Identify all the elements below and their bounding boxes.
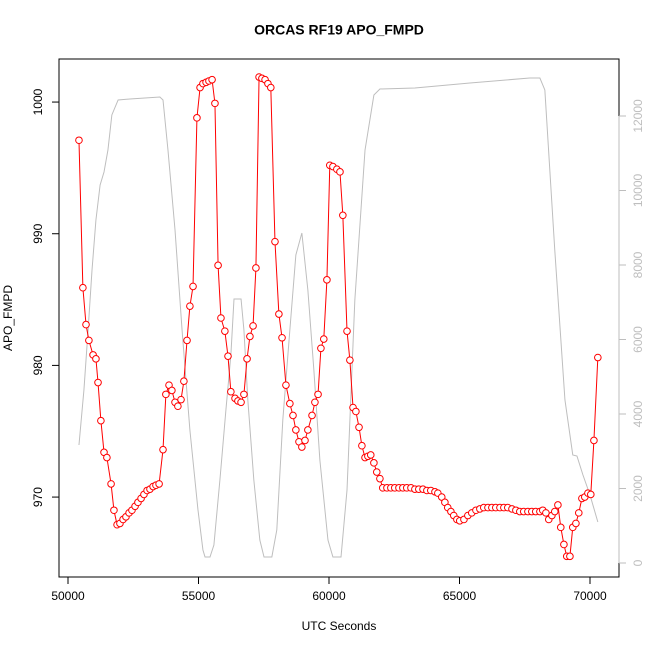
- data-point: [311, 398, 319, 407]
- data-point: [97, 416, 105, 425]
- x-axis-label: UTC Seconds: [302, 619, 377, 633]
- data-point: [314, 390, 322, 399]
- data-point: [189, 282, 197, 291]
- data-point: [208, 75, 216, 84]
- data-point: [79, 283, 87, 292]
- data-point: [352, 407, 360, 416]
- data-point: [282, 381, 290, 389]
- y2-tick-label: 0: [631, 559, 645, 566]
- y2-tick-label: 8000: [631, 251, 645, 278]
- data-point: [370, 459, 378, 467]
- x-tick-label: 55000: [182, 589, 216, 603]
- data-point: [319, 335, 328, 343]
- data-point: [278, 333, 286, 342]
- data-point: [193, 114, 201, 122]
- data-point: [168, 386, 176, 395]
- data-point: [186, 302, 194, 310]
- data-point: [556, 523, 565, 532]
- data-point: [243, 355, 251, 363]
- data-point: [346, 356, 354, 364]
- data-point: [252, 264, 260, 272]
- y2-tick-label: 4000: [631, 400, 645, 427]
- data-point: [298, 443, 306, 451]
- data-point: [214, 261, 222, 270]
- data-point: [550, 507, 559, 516]
- data-point: [366, 451, 375, 459]
- data-point: [572, 519, 580, 528]
- data-point: [174, 402, 182, 411]
- data-point: [358, 441, 366, 450]
- data-point: [177, 395, 185, 404]
- y-axis-label: APO_FMPD: [1, 285, 15, 351]
- data-point: [110, 506, 118, 515]
- y2-tick-label: 12000: [631, 99, 645, 133]
- data-point: [304, 426, 312, 434]
- y-tick-label: 1000: [31, 88, 45, 115]
- data-point: [267, 83, 275, 92]
- data-point: [339, 211, 347, 220]
- data-point: [286, 399, 294, 408]
- data-point: [107, 480, 115, 488]
- chart-title: ORCAS RF19 APO_FMPD: [254, 22, 424, 38]
- data-point: [211, 99, 219, 108]
- data-point: [94, 378, 102, 387]
- data-point: [317, 344, 325, 353]
- x-tick-label: 50000: [51, 589, 85, 603]
- data-point: [224, 352, 232, 360]
- y2-tick-label: 10000: [631, 173, 645, 207]
- data-point: [372, 468, 381, 476]
- data-point: [586, 490, 595, 499]
- data-point: [566, 552, 574, 561]
- data-point: [594, 353, 602, 362]
- data-point: [323, 276, 331, 284]
- data-point: [271, 237, 279, 246]
- data-point: [183, 336, 191, 345]
- data-point: [560, 540, 568, 549]
- data-point: [155, 480, 163, 488]
- data-point: [103, 453, 111, 462]
- data-point: [301, 436, 309, 445]
- data-point: [162, 390, 170, 399]
- data-point: [289, 411, 297, 420]
- y2-tick-label: 2000: [631, 475, 645, 502]
- data-point: [275, 310, 283, 318]
- y-tick-label: 980: [31, 355, 45, 375]
- series-line: [78, 77, 599, 558]
- data-point: [554, 501, 562, 509]
- data-point: [75, 136, 83, 145]
- data-point: [343, 327, 351, 335]
- y2-tick-label: 6000: [631, 326, 645, 353]
- data-point: [308, 411, 316, 420]
- data-point: [590, 436, 598, 445]
- data-point: [180, 377, 188, 386]
- data-point: [82, 320, 90, 329]
- data-point: [574, 509, 583, 517]
- data-point: [92, 355, 100, 363]
- data-point: [221, 327, 229, 335]
- x-tick-label: 60000: [312, 589, 346, 603]
- data-point: [336, 168, 344, 176]
- data-point: [227, 387, 235, 396]
- x-tick-label: 65000: [443, 589, 477, 603]
- y-tick-label: 990: [31, 223, 45, 243]
- y-tick-label: 970: [31, 487, 45, 507]
- data-point: [376, 474, 384, 483]
- data-point: [240, 390, 248, 399]
- data-point: [249, 322, 257, 330]
- data-point: [237, 398, 245, 407]
- x-tick-label: 70000: [573, 589, 607, 603]
- data-point: [85, 336, 93, 345]
- data-point: [355, 423, 363, 432]
- data-point: [292, 426, 300, 434]
- data-point: [159, 445, 167, 454]
- data-point: [217, 314, 225, 322]
- data-point: [246, 332, 254, 341]
